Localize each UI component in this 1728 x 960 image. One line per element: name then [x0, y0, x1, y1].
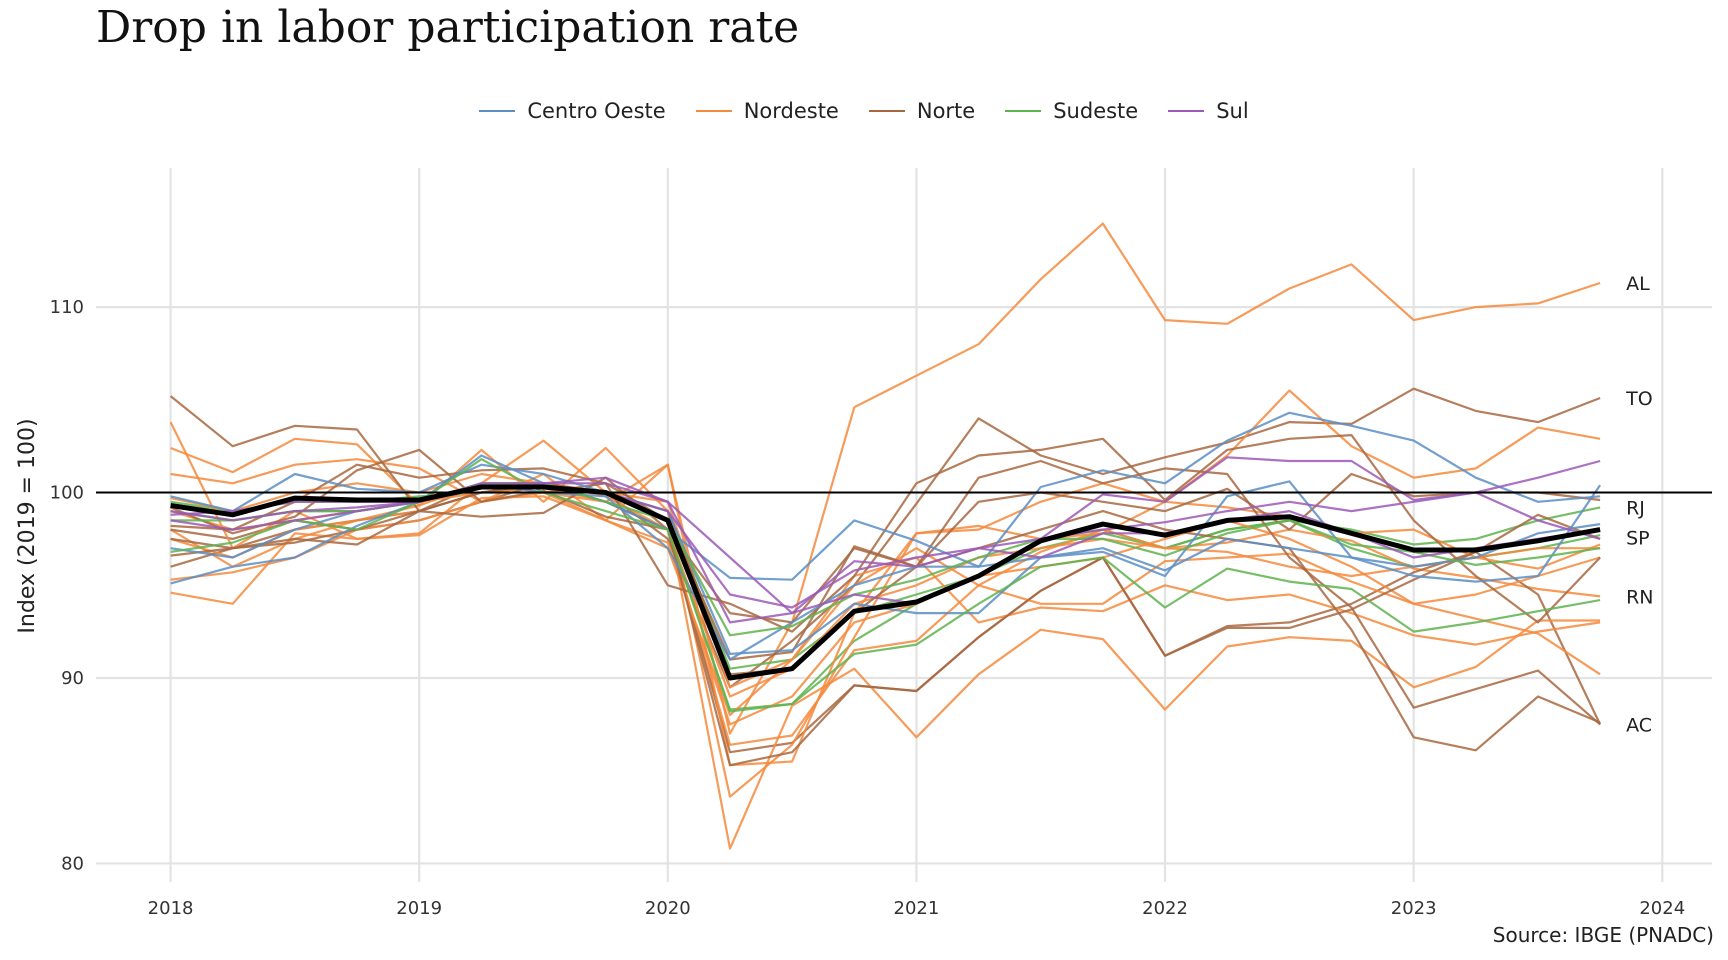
series-line-national	[170, 484, 1601, 681]
end-label-al: AL	[1626, 273, 1650, 295]
series-end-labels: AL TO RJ SP RN AC	[1625, 273, 1653, 736]
end-label-ac: AC	[1626, 714, 1652, 736]
legend-label-sudeste: Sudeste	[1053, 99, 1139, 123]
y-tick-label: 100	[50, 483, 84, 504]
end-label-rn: RN	[1626, 586, 1653, 608]
x-tick-label: 2020	[645, 898, 691, 919]
legend-label-sul: Sul	[1216, 99, 1249, 123]
x-tick-label: 2022	[1142, 898, 1188, 919]
y-axis-title: Index (2019 = 100)	[15, 418, 40, 633]
legend-item-norte: Norte	[868, 99, 976, 123]
legend-swatch-sudeste	[1005, 110, 1042, 112]
legend-item-nordeste: Nordeste	[695, 99, 839, 123]
legend-label-nordeste: Nordeste	[743, 99, 839, 123]
legend-swatch-sul	[1168, 110, 1205, 112]
x-tick-label: 2019	[396, 898, 442, 919]
series-line-al	[170, 222, 1601, 735]
end-label-rj: RJ	[1626, 497, 1645, 519]
end-label-to: TO	[1625, 388, 1653, 410]
x-tick-label: 2023	[1391, 898, 1437, 919]
x-tick-label: 2018	[148, 898, 194, 919]
series-line-norte-5	[170, 482, 1601, 752]
y-axis-ticks: 80 90 100 110	[50, 297, 84, 874]
y-tick-label: 80	[61, 853, 84, 874]
x-axis-ticks: 2018 2019 2020 2021 2022 2023 2024	[148, 898, 1686, 919]
series-line-norte-4	[170, 459, 1601, 726]
legend-label-norte: Norte	[916, 99, 976, 123]
legend-label-centro-oeste: Centro Oeste	[527, 99, 666, 123]
end-label-sp: SP	[1626, 527, 1650, 549]
x-tick-label: 2024	[1639, 898, 1685, 919]
series-line-sudeste-1	[170, 458, 1601, 713]
legend: Centro Oeste Nordeste Norte Sudeste Sul	[0, 96, 1728, 126]
y-tick-label: 90	[61, 668, 84, 689]
series-line-nordeste-4	[170, 458, 1601, 726]
legend-swatch-norte	[868, 110, 905, 112]
legend-item-centro-oeste: Centro Oeste	[479, 99, 666, 123]
y-tick-label: 110	[50, 297, 84, 318]
series-line-norte-1	[169, 395, 1601, 767]
legend-item-sul: Sul	[1168, 99, 1249, 123]
series-line-ac	[170, 482, 1602, 754]
x-tick-label: 2021	[894, 898, 940, 919]
source-caption: Source: IBGE (PNADC)	[1493, 923, 1714, 947]
series-line-nordeste-3	[170, 463, 1601, 767]
legend-item-sudeste: Sudeste	[1005, 99, 1138, 123]
chart-title: Drop in labor participation rate	[96, 2, 800, 53]
legend-swatch-centro-oeste	[479, 110, 516, 112]
legend-swatch-nordeste	[695, 110, 732, 112]
series-lines	[169, 222, 1602, 850]
series-line-nordeste-2	[170, 389, 1601, 798]
